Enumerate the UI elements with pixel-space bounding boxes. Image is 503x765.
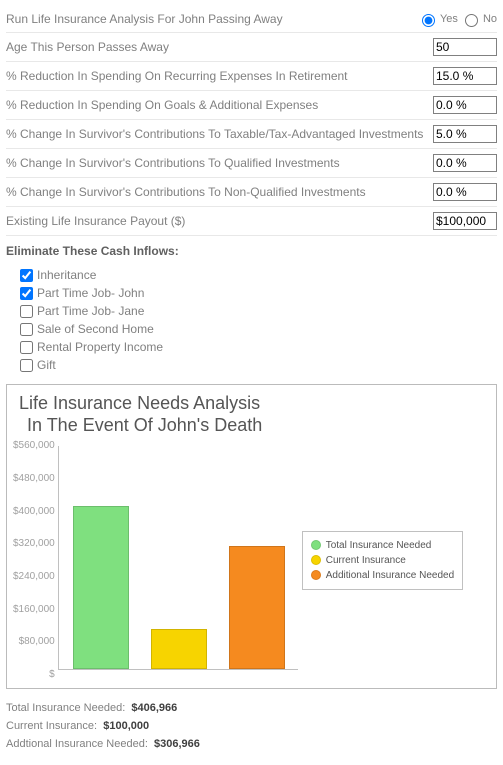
checkbox-row: Gift bbox=[20, 356, 497, 374]
chart-container: Life Insurance Needs Analysis In The Eve… bbox=[6, 384, 497, 689]
eliminate-checkbox-list: Inheritance Part Time Job- John Part Time … bbox=[6, 262, 497, 378]
form-row-label: Age This Person Passes Away bbox=[6, 40, 433, 54]
form-text-input[interactable] bbox=[433, 212, 497, 230]
summary-row: Current Insurance: $100,000 bbox=[6, 717, 497, 735]
eliminate-checkbox[interactable] bbox=[20, 287, 33, 300]
form-text-input[interactable] bbox=[433, 154, 497, 172]
checkbox-label: Rental Property Income bbox=[37, 340, 163, 354]
checkbox-row: Sale of Second Home bbox=[20, 320, 497, 338]
form-row-label: Run Life Insurance Analysis For John Pas… bbox=[6, 12, 417, 26]
form-row: % Change In Survivor's Contributions To … bbox=[6, 178, 497, 207]
form-row: Run Life Insurance Analysis For John Pas… bbox=[6, 6, 497, 33]
form-row: % Change In Survivor's Contributions To … bbox=[6, 149, 497, 178]
chart-area: $560,000 $480,000 $400,000 $320,000 $240,000… bbox=[13, 440, 490, 680]
eliminate-checkbox[interactable] bbox=[20, 305, 33, 318]
eliminate-checkbox[interactable] bbox=[20, 359, 33, 372]
summary-label: Current Insurance: bbox=[6, 720, 97, 732]
bar bbox=[151, 629, 207, 669]
radio-no-label[interactable]: No bbox=[460, 11, 497, 27]
summary-value: $406,966 bbox=[131, 702, 177, 714]
summary-label: Total Insurance Needed: bbox=[6, 702, 125, 714]
legend-swatch bbox=[311, 555, 321, 565]
checkbox-label: Gift bbox=[37, 358, 56, 372]
summary: Total Insurance Needed: $406,966Current … bbox=[6, 689, 497, 753]
bar bbox=[73, 506, 129, 669]
form-row: Existing Life Insurance Payout ($) bbox=[6, 207, 497, 236]
legend-row: Total Insurance Needed bbox=[311, 538, 454, 553]
summary-row: Total Insurance Needed: $406,966 bbox=[6, 699, 497, 717]
y-axis: $560,000 $480,000 $400,000 $320,000 $240,000… bbox=[13, 440, 58, 680]
radio-no[interactable] bbox=[465, 14, 478, 27]
form-text-input[interactable] bbox=[433, 38, 497, 56]
legend-row: Additional Insurance Needed bbox=[311, 568, 454, 583]
form-text-input[interactable] bbox=[433, 96, 497, 114]
checkbox-row: Part Time Job- Jane bbox=[20, 302, 497, 320]
radio-yes[interactable] bbox=[422, 14, 435, 27]
form-row-label: % Change In Survivor's Contributions To … bbox=[6, 127, 433, 141]
plot-wrap: Total Insurance Needed Current Insurance A… bbox=[58, 440, 490, 680]
eliminate-checkbox[interactable] bbox=[20, 269, 33, 282]
summary-value: $306,966 bbox=[154, 738, 200, 750]
legend-swatch bbox=[311, 540, 321, 550]
form-row-label: % Reduction In Spending On Goals & Addit… bbox=[6, 98, 433, 112]
y-tick-label: $160,000 bbox=[13, 604, 55, 615]
form-row-label: % Change In Survivor's Contributions To … bbox=[6, 156, 433, 170]
form-row: Age This Person Passes Away bbox=[6, 33, 497, 62]
eliminate-checkbox[interactable] bbox=[20, 323, 33, 336]
legend-label: Current Insurance bbox=[326, 555, 406, 566]
form-text-input[interactable] bbox=[433, 183, 497, 201]
form-text-input[interactable] bbox=[433, 67, 497, 85]
y-tick-label: $400,000 bbox=[13, 506, 55, 517]
checkbox-label: Part Time Job- Jane bbox=[37, 304, 144, 318]
form-row-label: % Change In Survivor's Contributions To … bbox=[6, 185, 433, 199]
y-tick-label: $240,000 bbox=[13, 571, 55, 582]
form-row: % Reduction In Spending On Goals & Addit… bbox=[6, 91, 497, 120]
checkbox-label: Inheritance bbox=[37, 268, 96, 282]
plot bbox=[58, 446, 298, 670]
eliminate-heading: Eliminate These Cash Inflows: bbox=[6, 236, 497, 262]
checkbox-label: Sale of Second Home bbox=[37, 322, 154, 336]
summary-value: $100,000 bbox=[103, 720, 149, 732]
chart-title-line1: Life Insurance Needs Analysis bbox=[19, 393, 490, 415]
legend-label: Additional Insurance Needed bbox=[326, 570, 454, 581]
legend: Total Insurance Needed Current Insurance A… bbox=[302, 531, 463, 590]
y-tick-label: $80,000 bbox=[19, 636, 55, 647]
summary-label: Addtional Insurance Needed: bbox=[6, 738, 148, 750]
radio-yes-label[interactable]: Yes bbox=[417, 11, 458, 27]
form-row-label: Existing Life Insurance Payout ($) bbox=[6, 214, 433, 228]
y-tick-label: $ bbox=[49, 669, 55, 680]
bar bbox=[229, 546, 285, 669]
form-row: % Reduction In Spending On Recurring Exp… bbox=[6, 62, 497, 91]
legend-label: Total Insurance Needed bbox=[326, 540, 432, 551]
form-row: % Change In Survivor's Contributions To … bbox=[6, 120, 497, 149]
y-tick-label: $480,000 bbox=[13, 473, 55, 484]
chart-title-line2: In The Event Of John's Death bbox=[19, 415, 490, 437]
chart-title: Life Insurance Needs Analysis In The Eve… bbox=[13, 393, 490, 440]
checkbox-label: Part Time Job- John bbox=[37, 286, 144, 300]
yes-no-radio-group: YesNo bbox=[417, 11, 497, 27]
form-rows: Run Life Insurance Analysis For John Pas… bbox=[6, 6, 497, 236]
y-tick-label: $560,000 bbox=[13, 440, 55, 451]
form-row-label: % Reduction In Spending On Recurring Exp… bbox=[6, 69, 433, 83]
form-text-input[interactable] bbox=[433, 125, 497, 143]
checkbox-row: Inheritance bbox=[20, 266, 497, 284]
checkbox-row: Rental Property Income bbox=[20, 338, 497, 356]
eliminate-checkbox[interactable] bbox=[20, 341, 33, 354]
legend-row: Current Insurance bbox=[311, 553, 454, 568]
legend-swatch bbox=[311, 570, 321, 580]
summary-row: Addtional Insurance Needed: $306,966 bbox=[6, 735, 497, 753]
y-tick-label: $320,000 bbox=[13, 538, 55, 549]
checkbox-row: Part Time Job- John bbox=[20, 284, 497, 302]
